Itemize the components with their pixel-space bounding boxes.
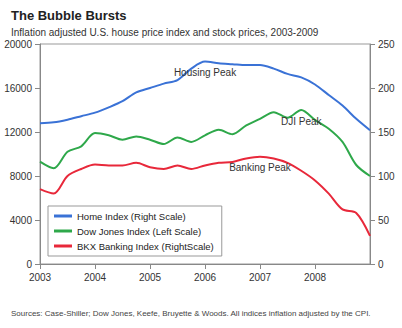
svg-text:16000: 16000: [4, 83, 32, 94]
svg-text:12000: 12000: [4, 127, 32, 138]
svg-text:20000: 20000: [4, 39, 32, 50]
svg-text:Dow Jones Index (Left Scale): Dow Jones Index (Left Scale): [77, 226, 201, 237]
svg-text:0: 0: [26, 259, 32, 270]
svg-text:2006: 2006: [194, 272, 217, 283]
svg-text:50: 50: [378, 215, 390, 226]
svg-text:BKX Banking Index (RightScale): BKX Banking Index (RightScale): [77, 241, 214, 252]
svg-text:Inflation adjusted U.S. house: Inflation adjusted U.S. house price inde…: [11, 27, 319, 38]
svg-text:DJI Peak: DJI Peak: [281, 116, 323, 127]
svg-text:100: 100: [378, 171, 395, 182]
svg-text:Banking Peak: Banking Peak: [229, 162, 292, 173]
svg-text:0: 0: [378, 259, 384, 270]
svg-text:2008: 2008: [304, 272, 327, 283]
svg-text:2004: 2004: [84, 272, 107, 283]
svg-text:200: 200: [378, 83, 395, 94]
svg-text:250: 250: [378, 39, 395, 50]
svg-text:8000: 8000: [10, 171, 33, 182]
svg-text:150: 150: [378, 127, 395, 138]
svg-text:2003: 2003: [29, 272, 52, 283]
svg-text:4000: 4000: [10, 215, 33, 226]
svg-text:2007: 2007: [249, 272, 272, 283]
svg-text:The Bubble Bursts: The Bubble Bursts: [11, 8, 127, 23]
svg-text:2005: 2005: [139, 272, 162, 283]
svg-text:Sources: Case-Shiller; Dow Jon: Sources: Case-Shiller; Dow Jones, Keefe,…: [11, 309, 371, 318]
svg-text:Housing Peak: Housing Peak: [174, 67, 237, 78]
svg-text:Home Index (Right Scale): Home Index (Right Scale): [77, 211, 186, 222]
